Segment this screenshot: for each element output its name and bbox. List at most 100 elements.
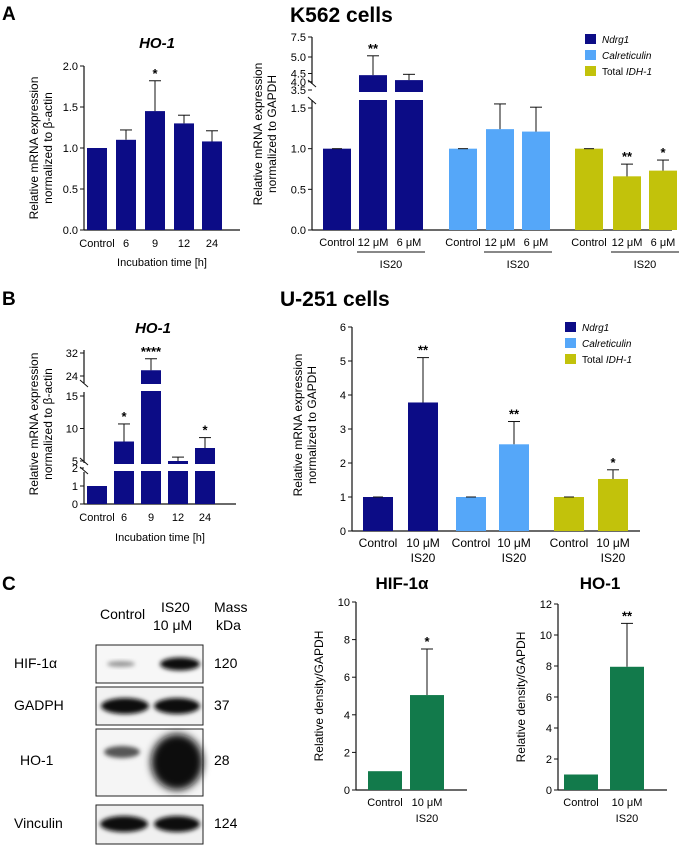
- legend-b: Ndrg1 Calreticulin Total IDH-1: [565, 322, 632, 366]
- bar: [87, 148, 107, 230]
- significance-mark: **: [509, 407, 520, 422]
- x-tick-label: 24: [199, 512, 211, 524]
- a2-ytick-label: 4.5: [291, 69, 306, 81]
- a2-ytick-label: 0.5: [291, 184, 306, 196]
- significance-mark: **: [622, 149, 633, 164]
- bar: [323, 148, 351, 230]
- bar-break-gap: [139, 384, 163, 391]
- significance-mark: *: [660, 145, 666, 160]
- bar: [613, 176, 641, 230]
- blot-mass-hif: 120: [214, 655, 238, 671]
- bar: [363, 497, 393, 531]
- significance-mark: **: [368, 41, 379, 56]
- b1-ytick-label: 32: [66, 348, 78, 360]
- chart-b-u251: 0 1 2 3 4 5 6 Relative mRNA expressionnormalize…: [291, 322, 640, 565]
- significance-mark: *: [610, 455, 616, 470]
- significance-mark: *: [202, 423, 208, 438]
- bar: [174, 123, 194, 230]
- y-axis-label-line: Relative density/GAPDH: [312, 631, 326, 762]
- blot-mass-1: Mass: [214, 599, 247, 615]
- x-tick-label: Control: [79, 512, 114, 524]
- bar: [168, 461, 188, 504]
- chart-c-ho1: HO-1 0 2 4 6 8 10 12 Relative density/GAPDH Contr…: [514, 574, 667, 825]
- a1-ytick-label: 0.0: [63, 225, 78, 237]
- u251-title: U-251 cells: [280, 288, 390, 311]
- legend-a-swatch-ndrg1: [585, 34, 596, 44]
- blot-col-control: Control: [100, 606, 145, 622]
- a2-ytick-label: 5.0: [291, 52, 306, 64]
- a1-ytick-label: 2.0: [63, 61, 78, 73]
- x-tick-label: Control: [445, 237, 480, 249]
- x-axis-label: Incubation time [h]: [115, 532, 205, 544]
- blot-mass-vinculin: 124: [214, 815, 238, 831]
- blot-row-label-hif: HIF-1α: [14, 655, 57, 671]
- x-tick-label: Control: [563, 797, 598, 809]
- a2-ytick-label: 3.5: [291, 85, 306, 97]
- bar: [554, 497, 584, 531]
- blot-col-treat-2: 10 μM: [153, 617, 192, 633]
- panel-letter-a: A: [2, 4, 16, 25]
- c-ytick-label: 4: [344, 710, 350, 722]
- x-tick-label: 10 μM: [406, 536, 440, 550]
- treatment-label: IS20: [601, 551, 626, 565]
- x-tick-label: Control: [79, 238, 114, 250]
- b1-ytick-label: 0: [72, 499, 78, 511]
- treatment-label: IS20: [380, 259, 403, 271]
- bar: [456, 497, 486, 531]
- panel-letter-c: C: [2, 574, 16, 595]
- chart-title: HO-1: [135, 320, 171, 337]
- y-axis-label: Relative density/GAPDH: [312, 631, 326, 762]
- a2-ytick-label: 1.5: [291, 103, 306, 115]
- a2-ytick-label: 7.5: [291, 32, 306, 44]
- blot-row-label-vinculin: Vinculin: [14, 815, 63, 831]
- c-ytick-label: 2: [546, 754, 552, 766]
- blot-band-hif-control: [107, 661, 135, 667]
- x-axis-label: Incubation time [h]: [117, 257, 207, 269]
- y-axis-break: [307, 96, 317, 105]
- legend-b-swatch-calreticulin: [565, 338, 576, 348]
- b1-ytick-label: 24: [66, 371, 78, 383]
- y-axis-break: [79, 379, 89, 388]
- c-ytick-label: 10: [540, 630, 552, 642]
- x-tick-label: Control: [550, 536, 589, 550]
- a2-ytick-label: 0.0: [291, 225, 306, 237]
- bar: [486, 129, 514, 230]
- c-ytick-label: 6: [546, 692, 552, 704]
- x-tick-label: 10 μM: [412, 797, 443, 809]
- bar: [522, 131, 550, 230]
- blot-mass-gapdh: 37: [214, 697, 230, 713]
- x-tick-label: Control: [452, 536, 491, 550]
- legend-a: Ndrg1 Calreticulin Total IDH-1: [585, 34, 652, 78]
- c-ytick-label: 2: [344, 747, 350, 759]
- x-tick-label: 10 μM: [612, 797, 643, 809]
- significance-mark: **: [418, 343, 429, 358]
- a1-ytick-label: 1.5: [63, 102, 78, 114]
- x-tick-label: 10 μM: [497, 536, 531, 550]
- x-tick-label: Control: [359, 536, 398, 550]
- y-axis-label-line: normalized to GAPDH: [265, 75, 279, 193]
- blot-row-label-gapdh: GADPH: [14, 697, 64, 713]
- blot-mass-2: kDa: [216, 617, 241, 633]
- x-tick-label: 6 μM: [524, 237, 549, 249]
- legend-a-swatch-idh: [585, 66, 596, 76]
- bar: [499, 444, 529, 531]
- bar-break-gap: [112, 464, 136, 471]
- bar: [564, 774, 598, 790]
- bar: [202, 141, 222, 230]
- bar: [395, 80, 423, 230]
- bar: [87, 486, 107, 504]
- treatment-label: IS20: [507, 259, 530, 271]
- bar: [114, 441, 134, 504]
- k562-title: K562 cells: [290, 4, 393, 27]
- treatment-label: IS20: [634, 259, 657, 271]
- c-ytick-label: 10: [338, 597, 350, 609]
- bar: [575, 148, 603, 230]
- bar-break-gap: [166, 464, 190, 471]
- chart-a-k562: 0.0 0.5 1.0 1.5 3.54.04.5 5.0 7.5 Relative mRNA…: [251, 32, 679, 271]
- c-ytick-label: 8: [344, 635, 350, 647]
- a1-ytick-label: 0.5: [63, 184, 78, 196]
- x-tick-label: 12 μM: [485, 237, 516, 249]
- x-tick-label: Control: [571, 237, 606, 249]
- bar: [449, 148, 477, 230]
- x-tick-label: 9: [152, 238, 158, 250]
